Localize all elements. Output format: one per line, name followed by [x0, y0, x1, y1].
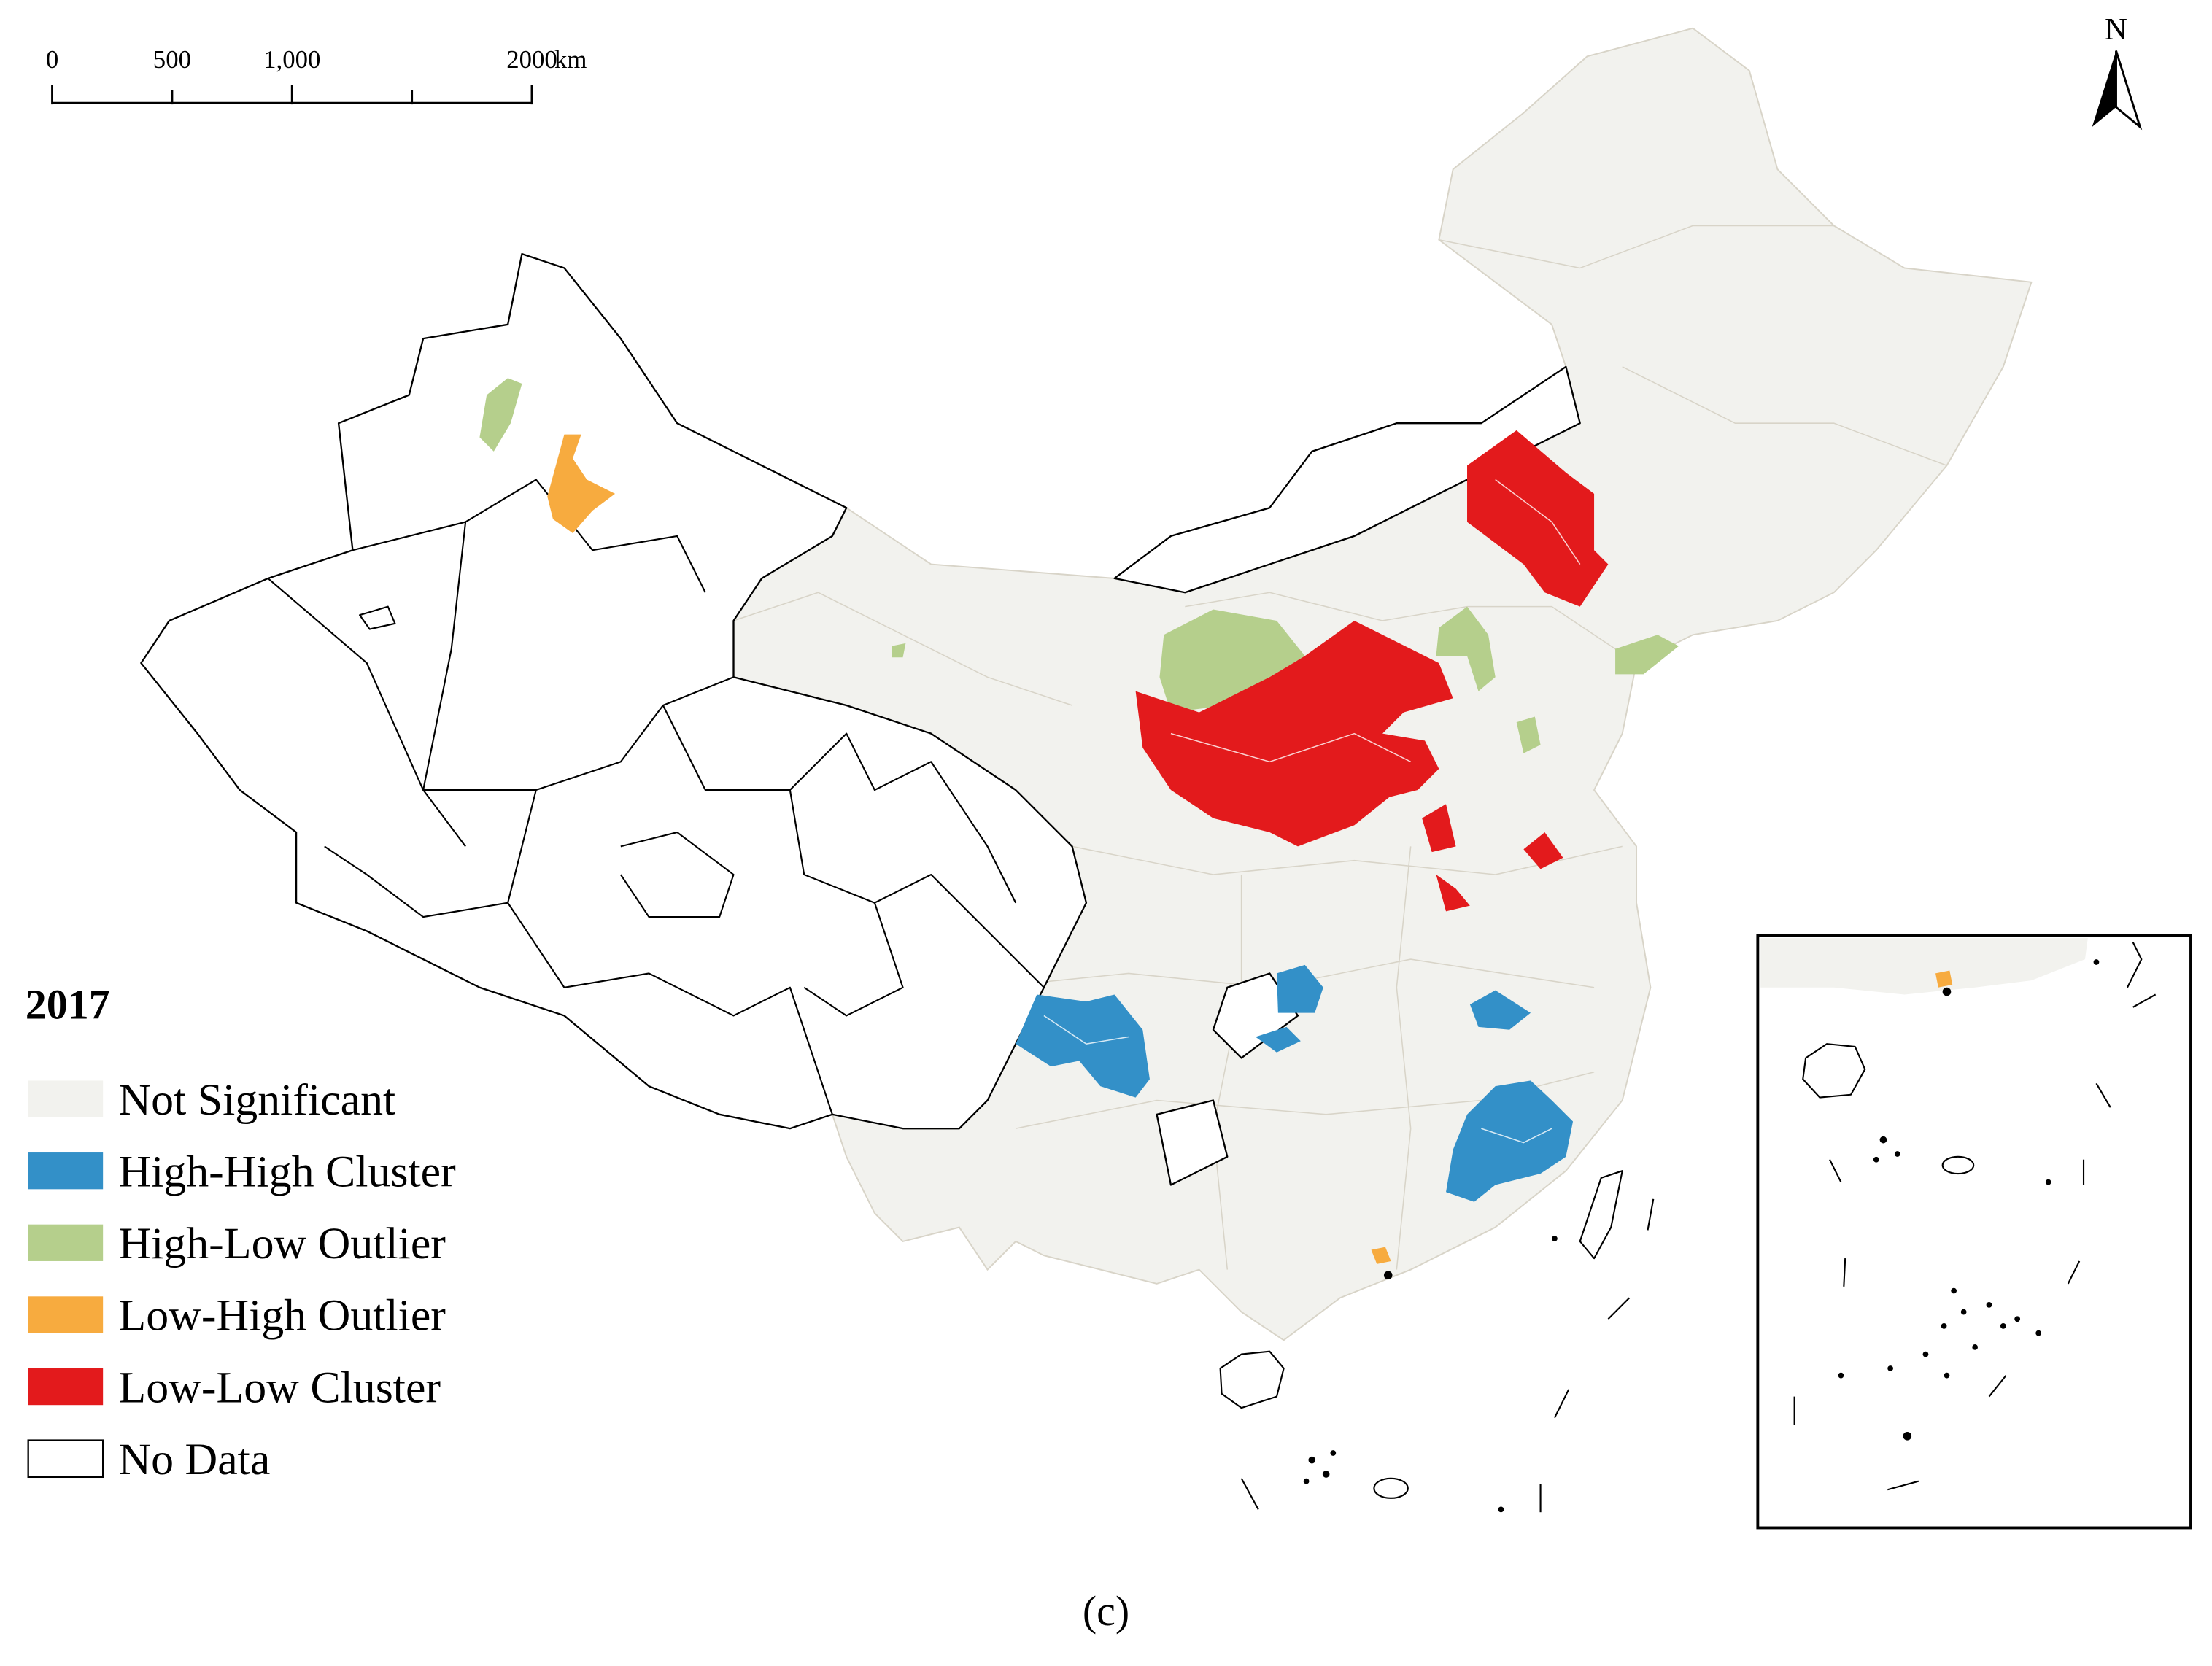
legend-swatch	[27, 1439, 104, 1479]
region-low-high	[1936, 970, 1953, 988]
legend-label: No Data	[118, 1435, 270, 1484]
island	[1802, 1043, 1866, 1099]
scale-label: 0	[46, 45, 58, 74]
region-low-high	[547, 434, 616, 534]
north-arrow: N	[2092, 12, 2143, 131]
boundary-dash	[2095, 1082, 2111, 1108]
boundary-dash	[1988, 1374, 2007, 1398]
island	[2127, 942, 2143, 988]
boundary-dash	[1553, 1389, 1570, 1419]
legend-label: Low-Low Cluster	[118, 1363, 441, 1412]
region-low-low	[1523, 832, 1563, 869]
region-high-low	[1436, 606, 1496, 691]
scale-label: 1,000	[263, 45, 320, 74]
region-high-low	[1615, 635, 1679, 675]
legend-swatch	[28, 1152, 104, 1190]
region-not-significant	[1760, 938, 2088, 995]
scale-label: 500	[153, 45, 191, 74]
region-high-high	[1016, 994, 1150, 1098]
region-no-data	[140, 252, 1088, 1130]
island	[1373, 1477, 1409, 1499]
region-low-low	[1467, 430, 1609, 607]
region-high-high	[1446, 1080, 1574, 1202]
north-label: N	[2105, 12, 2127, 47]
inset-map	[1756, 934, 2192, 1530]
region-high-low	[1516, 716, 1541, 753]
boundary-dash	[1607, 1297, 1631, 1320]
region-high-low	[892, 643, 906, 658]
legend-swatch	[28, 1368, 104, 1406]
boundary-dash	[1887, 1480, 1919, 1491]
boundary-dash	[2132, 993, 2157, 1008]
region-low-low	[1422, 804, 1456, 853]
region-no-data	[1113, 365, 1581, 594]
region-low-low	[1135, 620, 1453, 847]
island	[1579, 1170, 1623, 1260]
caption: (c)	[1083, 1587, 1129, 1635]
region-high-high	[1276, 964, 1323, 1013]
scale-label: 2000	[506, 45, 557, 74]
boundary-dash	[1240, 1478, 1259, 1510]
region-no-data	[1156, 1099, 1229, 1186]
region-low-high	[1371, 1247, 1391, 1264]
legend-swatch	[28, 1080, 104, 1117]
inset-frame	[1756, 934, 2192, 1530]
region-high-high	[1255, 1026, 1301, 1053]
region-high-low	[479, 378, 522, 452]
scale-bar: 0 500 1,000 2000 km	[46, 45, 587, 105]
boundary-dash	[2067, 1260, 2081, 1285]
legend: 2017 Not Significant High-High Cluster Hig…	[26, 980, 456, 1484]
arrow-half	[2092, 50, 2116, 128]
island-group	[1303, 1236, 1558, 1513]
region-high-high	[1469, 990, 1531, 1030]
island	[1219, 1350, 1285, 1409]
legend-swatch	[28, 1296, 104, 1333]
boundary-dash	[1829, 1159, 1842, 1183]
legend-label: High-High Cluster	[118, 1147, 456, 1196]
island	[1941, 1155, 1975, 1175]
china-map	[140, 27, 2033, 1513]
legend-label: High-Low Outlier	[118, 1219, 446, 1268]
legend-label: Not Significant	[118, 1075, 395, 1125]
arrow-half	[2115, 50, 2143, 131]
region-high-low	[1159, 609, 1305, 713]
legend-label: Low-High Outlier	[118, 1291, 446, 1341]
region-low-low	[1436, 875, 1470, 912]
boundary-dash	[1647, 1198, 1655, 1231]
island-group	[1838, 959, 2100, 1441]
legend-title: 2017	[26, 980, 110, 1028]
legend-swatch	[28, 1224, 104, 1261]
boundary-dash	[1843, 1258, 1846, 1287]
scale-unit: km	[554, 45, 587, 74]
